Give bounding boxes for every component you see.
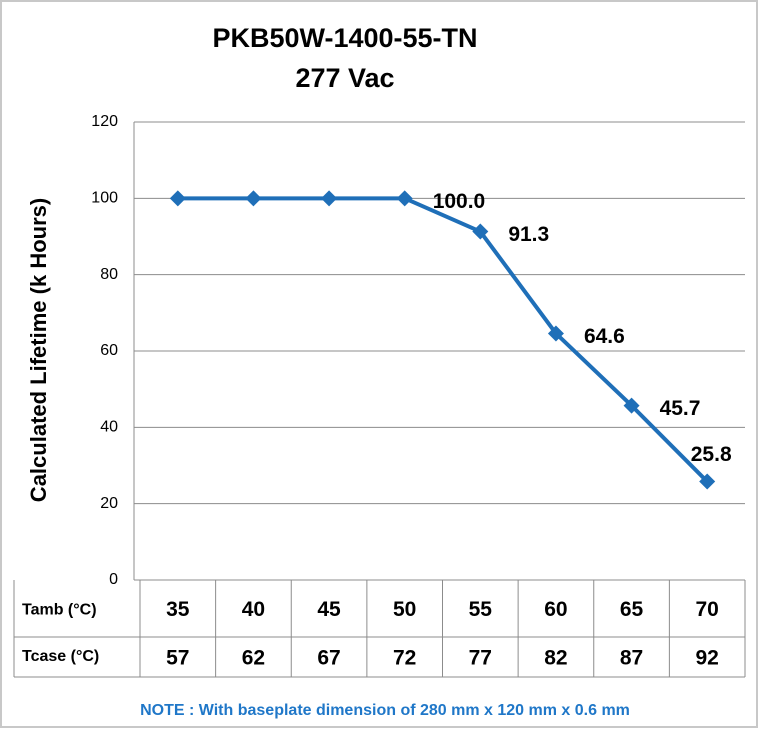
row-label: Tcase (°C) (22, 648, 99, 665)
x-tick-label: 70 (696, 598, 719, 621)
marker (169, 190, 186, 207)
data-label: 64.6 (584, 325, 625, 348)
marker (472, 223, 489, 240)
data-label: 91.3 (508, 223, 549, 246)
y-tick-label: 80 (100, 266, 118, 283)
x-tick-label-2: 62 (242, 647, 265, 670)
y-axis-label: Calculated Lifetime (k Hours) (26, 198, 51, 502)
x-tick-label-2: 72 (393, 647, 416, 670)
y-tick-label: 100 (91, 190, 118, 207)
x-tick-label: 40 (242, 598, 265, 621)
marker (245, 190, 262, 207)
row-label: Tamb (°C) (22, 602, 97, 619)
data-label: 45.7 (660, 397, 701, 420)
data-label: 25.8 (691, 443, 732, 466)
line (177, 196, 709, 483)
x-tick-label-2: 92 (696, 647, 719, 670)
x-tick-label-2: 77 (469, 647, 492, 670)
y-tick-label: 60 (100, 342, 118, 359)
x-tick-label: 45 (317, 598, 341, 621)
note: NOTE : With baseplate dimension of 280 m… (140, 702, 630, 719)
x-tick-label-2: 57 (166, 647, 189, 670)
marker (396, 190, 413, 207)
marker (699, 473, 716, 490)
x-tick-label: 65 (620, 598, 644, 621)
y-tick-label: 20 (100, 495, 118, 512)
marker (623, 397, 640, 414)
data-label: 100.0 (433, 190, 486, 213)
marker (321, 190, 338, 207)
x-tick-label: 55 (469, 598, 493, 621)
x-tick-label-2: 82 (544, 647, 567, 670)
x-tick-label-2: 87 (620, 647, 643, 670)
y-tick-label: 0 (109, 571, 118, 588)
frame (0, 0, 758, 728)
chart-title: PKB50W-1400-55-TN (212, 23, 477, 53)
x-tick-label-2: 67 (317, 647, 340, 670)
x-tick-label: 50 (393, 598, 416, 621)
chart-subtitle: 277 Vac (295, 63, 394, 93)
marker (547, 325, 564, 342)
y-tick-label: 120 (91, 113, 118, 130)
y-tick-label: 40 (100, 419, 118, 436)
x-tick-label: 60 (544, 598, 567, 621)
x-tick-label: 35 (166, 598, 190, 621)
